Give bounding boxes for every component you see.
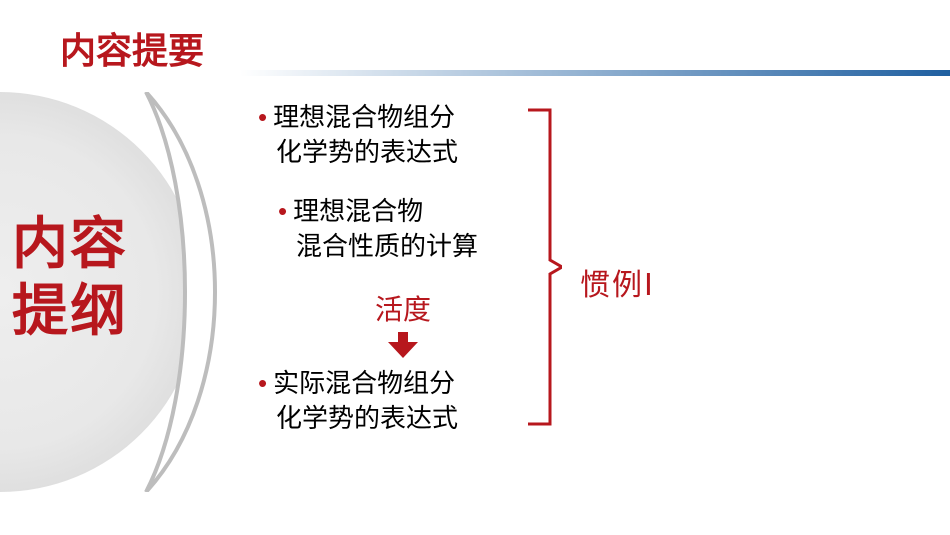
outline-label: 内容 提纲 (12, 210, 128, 344)
leaf-arc-decoration (138, 92, 258, 492)
item2-line2: 混合性质的计算 (296, 229, 518, 264)
page-title: 内容提要 (60, 22, 950, 74)
down-arrow-icon (388, 332, 418, 358)
outline-label-l2: 提纲 (12, 277, 128, 344)
right-bracket (528, 108, 562, 426)
list-item-2: •理想混合物 混合性质的计算 (278, 194, 518, 264)
item3-line1: 实际混合物组分 (273, 368, 455, 398)
item1-line2: 化学势的表达式 (276, 135, 518, 170)
huodu-block: 活度 (288, 288, 518, 358)
title-area: 内容提要 (60, 22, 950, 74)
list-item-3: •实际混合物组分 化学势的表达式 (258, 366, 518, 436)
right-label: 惯例Ⅰ (580, 260, 655, 304)
list-item-1: •理想混合物组分 化学势的表达式 (258, 100, 518, 170)
title-underline (240, 70, 950, 76)
item2-line1: 理想混合物 (293, 196, 423, 226)
item1-line1: 理想混合物组分 (273, 102, 455, 132)
content-list: •理想混合物组分 化学势的表达式 •理想混合物 混合性质的计算 活度 •实际混合… (258, 100, 518, 461)
huodu-label: 活度 (288, 288, 518, 328)
bullet-icon: • (258, 368, 267, 398)
item3-line2: 化学势的表达式 (276, 401, 518, 436)
outline-label-l1: 内容 (12, 210, 128, 277)
bullet-icon: • (258, 102, 267, 132)
bullet-icon: • (278, 196, 287, 226)
